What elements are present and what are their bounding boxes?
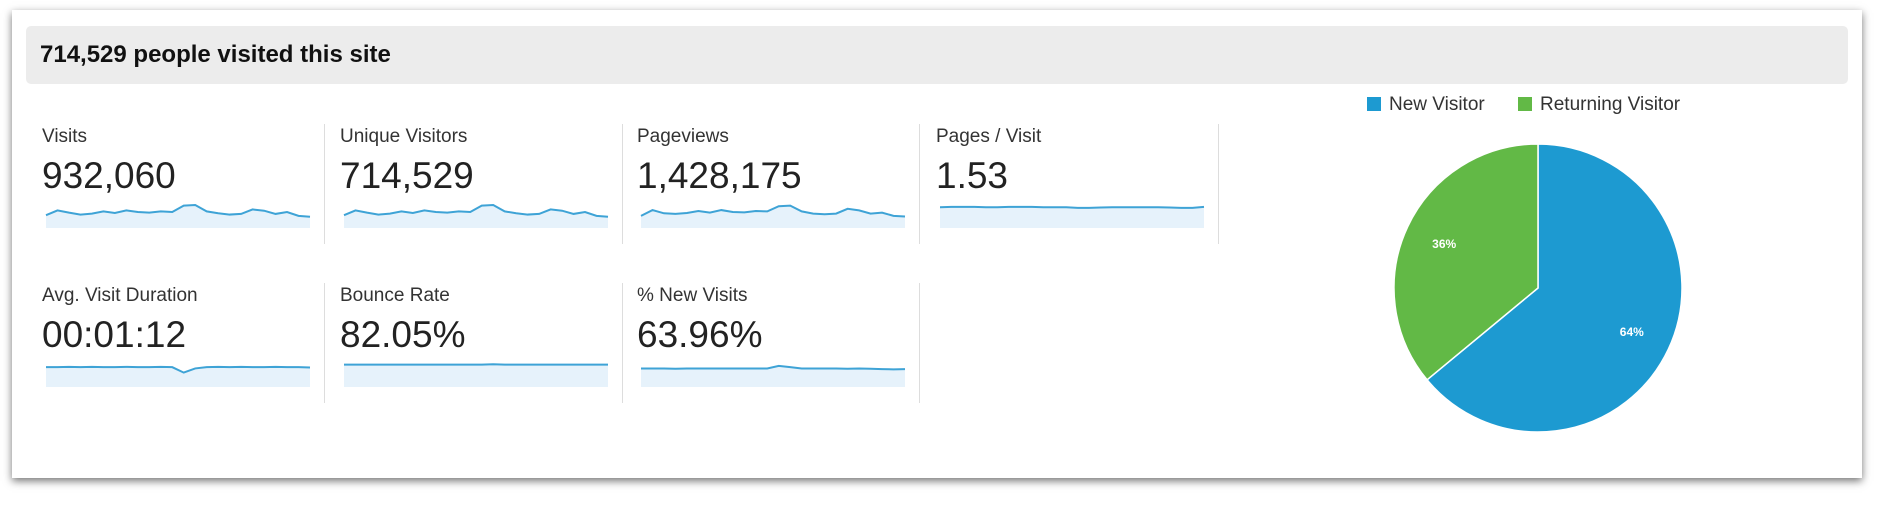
metric-value: 714,529 <box>340 155 474 196</box>
pie-slice <box>1393 143 1539 381</box>
metric-label: Visits <box>42 126 88 147</box>
legend-label: Returning Visitor <box>1540 94 1681 115</box>
sparkline <box>343 203 609 218</box>
metric-label: % New Visits <box>637 285 748 306</box>
sparkline-area <box>641 205 905 228</box>
metric-label: Bounce Rate <box>340 285 450 306</box>
divider <box>324 124 325 244</box>
metric-value: 00:01:12 <box>42 314 187 355</box>
header-bar <box>26 26 1848 84</box>
divider <box>1218 124 1219 244</box>
sparkline-area <box>641 365 905 387</box>
sparkline-area <box>344 204 608 228</box>
slice-label: 64% <box>1620 325 1644 339</box>
legend-label: New Visitor <box>1389 94 1485 115</box>
sparkline <box>640 204 906 218</box>
divider <box>324 283 325 403</box>
sparkline-area <box>940 206 1204 228</box>
sparkline <box>45 203 311 218</box>
metric-value: 932,060 <box>42 155 176 196</box>
sparkline-area <box>46 366 310 387</box>
legend-swatch <box>1518 97 1532 111</box>
sparkline <box>641 364 906 371</box>
metric-label: Pageviews <box>637 126 729 147</box>
divider <box>919 124 920 244</box>
sparkline-area <box>46 204 310 228</box>
metric-label: Unique Visitors <box>340 126 468 147</box>
sparkline <box>939 205 1205 209</box>
metric-label: Avg. Visit Duration <box>42 285 198 306</box>
pie-slice <box>1425 143 1683 433</box>
divider <box>919 283 920 403</box>
metric-value: 1,428,175 <box>637 155 802 196</box>
sparkline <box>46 365 311 374</box>
metric-value: 63.96% <box>637 314 763 355</box>
header-title: 714,529 people visited this site <box>40 41 391 68</box>
divider <box>622 124 623 244</box>
metric-value: 82.05% <box>340 314 466 355</box>
divider <box>622 283 623 403</box>
metric-label: Pages / Visit <box>936 126 1042 147</box>
legend-swatch <box>1367 97 1381 111</box>
slice-label: 36% <box>1432 237 1456 251</box>
metric-value: 1.53 <box>936 155 1009 196</box>
sparkline-area <box>344 364 608 387</box>
